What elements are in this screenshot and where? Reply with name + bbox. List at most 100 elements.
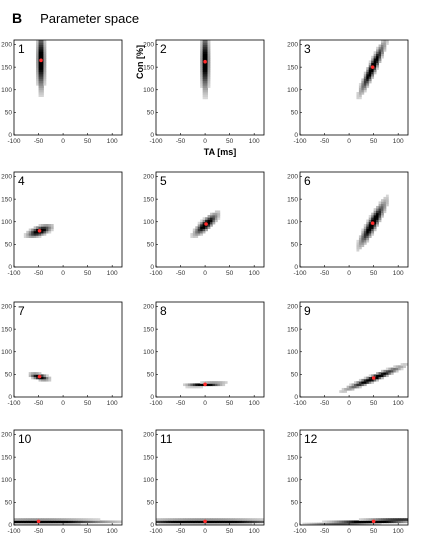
heat-cell [23, 522, 27, 525]
x-tick-label: 0 [203, 138, 207, 145]
heat-cell [119, 520, 122, 524]
heat-cell [36, 230, 39, 234]
heat-cell [14, 518, 17, 521]
heat-cell [378, 201, 382, 205]
peak-marker [204, 222, 208, 226]
heat-cell [33, 376, 37, 380]
heat-cell [158, 520, 162, 524]
heat-cell [45, 522, 49, 525]
heat-cell [205, 381, 208, 384]
heat-cell [178, 522, 181, 525]
heat-cell [217, 383, 221, 387]
heat-cell [205, 46, 208, 50]
heat-cell [217, 212, 221, 216]
heat-cell [251, 520, 255, 524]
heat-cell [43, 78, 47, 82]
heat-cell [31, 372, 35, 375]
heat-cell [354, 381, 357, 384]
heat-cell [381, 49, 384, 52]
heat-cell [202, 49, 206, 52]
y-tick-label: 150 [287, 326, 298, 333]
heat-cell [368, 219, 372, 223]
heat-cell [405, 520, 408, 524]
heat-cell [212, 518, 216, 521]
x-tick-label: -100 [293, 138, 306, 145]
heat-cell [363, 378, 367, 382]
heat-cell [237, 522, 240, 525]
heat-cell [178, 520, 181, 524]
heat-cell [334, 522, 338, 525]
heat-cell [207, 42, 211, 45]
heat-cell [192, 522, 196, 525]
y-tick-label: 150 [143, 454, 154, 461]
x-tick-label: 100 [107, 138, 118, 145]
heat-cell [224, 381, 228, 384]
heat-cell [163, 518, 167, 521]
heat-cell [38, 55, 42, 59]
y-tick-label: 100 [287, 349, 298, 356]
panel-8: -100 -50 0 50 100 0 50 100 150 200 8 [143, 301, 265, 407]
heat-cell [244, 520, 248, 524]
heat-cell [378, 58, 382, 61]
heat-cell [175, 522, 179, 525]
heat-cell [376, 62, 379, 66]
heat-cell [373, 208, 377, 211]
heat-cell [183, 518, 186, 521]
x-tick-label: 100 [393, 270, 404, 277]
heat-cell [207, 76, 211, 79]
heat-cell [261, 518, 264, 521]
heat-cell [224, 520, 228, 524]
y-tick-label: 200 [1, 174, 12, 181]
heat-cell [41, 80, 44, 84]
heat-cell [195, 520, 199, 524]
heat-cell [99, 520, 103, 524]
heat-cell [378, 518, 382, 521]
heatmap-cells [28, 372, 52, 382]
heat-cell [36, 522, 39, 525]
heat-cell [36, 44, 39, 48]
heat-cell [358, 522, 362, 525]
heat-cell [38, 85, 42, 88]
heat-cell [38, 235, 42, 238]
heat-cell [36, 233, 39, 236]
heat-cell [371, 71, 375, 75]
x-tick-label: -50 [34, 138, 44, 145]
heat-cell [16, 522, 20, 525]
heat-cell [28, 235, 32, 238]
heat-cell [222, 381, 226, 384]
heat-cell [163, 520, 167, 524]
heat-cell [227, 520, 231, 524]
heat-cell [53, 522, 57, 525]
heat-cell [207, 67, 211, 70]
heat-cell [21, 522, 25, 525]
heat-cell [41, 378, 44, 382]
heat-cell [366, 376, 370, 380]
heat-cell [212, 381, 216, 384]
heat-cell [205, 78, 208, 82]
heat-cell [41, 42, 44, 45]
heat-cell [381, 199, 384, 202]
heat-cell [202, 58, 206, 61]
heat-cell [36, 76, 39, 79]
heat-cell [48, 224, 52, 227]
heat-cell [23, 233, 27, 236]
heat-cell [371, 58, 375, 61]
heat-cell [366, 224, 370, 227]
heat-cell [363, 239, 367, 243]
heat-cell [222, 522, 226, 525]
heat-cell [383, 210, 387, 214]
heat-cell [36, 69, 39, 73]
heat-cell [356, 385, 360, 389]
axes-frame [155, 429, 265, 526]
heat-cell [41, 78, 44, 82]
heat-cell [371, 62, 375, 66]
heat-cell [351, 383, 355, 387]
heat-cell [246, 518, 250, 521]
heat-cell [381, 214, 384, 218]
heat-cell [229, 522, 233, 525]
heat-cell [405, 363, 408, 366]
heat-cell [36, 62, 39, 66]
heat-cell [385, 201, 389, 205]
heat-cell [31, 235, 35, 238]
heat-cell [185, 522, 189, 525]
